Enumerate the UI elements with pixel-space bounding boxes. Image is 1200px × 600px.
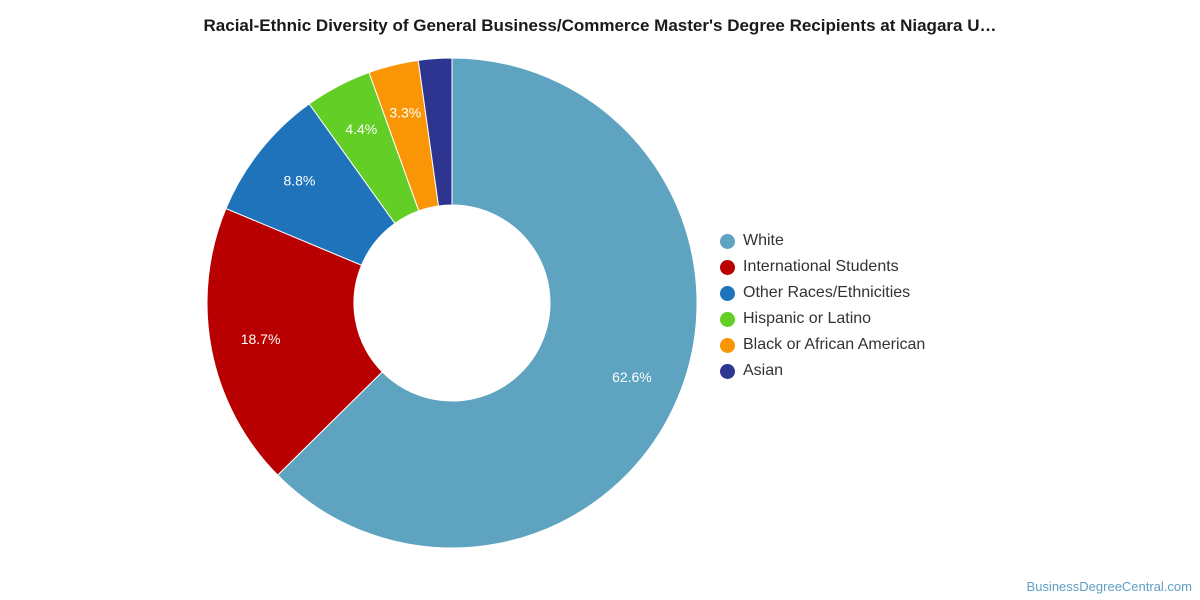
- legend-label: White: [743, 232, 784, 249]
- slice-asian[interactable]: [417, 57, 453, 207]
- legend-label: Other Races/Ethnicities: [743, 284, 911, 301]
- legend-swatch: [720, 233, 735, 249]
- legend-swatch: [720, 363, 735, 379]
- slice-value-label: 8.8%: [283, 172, 315, 188]
- legend-label: Black or African American: [743, 336, 926, 353]
- legend-swatch: [720, 311, 735, 327]
- legend-swatch: [720, 337, 735, 353]
- legend-label: International Students: [743, 258, 899, 275]
- legend-swatch: [720, 259, 735, 275]
- chart-legend: White International Students Other Races…: [720, 228, 925, 384]
- slice-international-students[interactable]: [206, 207, 383, 476]
- legend-item-international-students[interactable]: International Students: [720, 254, 925, 280]
- legend-item-hispanic-or-latino[interactable]: Hispanic or Latino: [720, 306, 925, 332]
- legend-swatch: [720, 285, 735, 301]
- slice-value-label: 62.6%: [612, 369, 652, 385]
- slice-value-label: 18.7%: [241, 331, 281, 347]
- slice-value-label: 3.3%: [389, 104, 421, 120]
- source-credit[interactable]: BusinessDegreeCentral.com: [1026, 579, 1192, 594]
- chart-title: Racial-Ethnic Diversity of General Busin…: [203, 16, 997, 35]
- legend-label: Asian: [743, 362, 784, 379]
- legend-item-asian[interactable]: Asian: [720, 358, 925, 384]
- legend-label: Hispanic or Latino: [743, 310, 872, 327]
- legend-item-other-races[interactable]: Other Races/Ethnicities: [720, 280, 925, 306]
- slice-white[interactable]: [276, 57, 698, 549]
- legend-item-white[interactable]: White: [720, 228, 925, 254]
- legend-item-black-or-african-american[interactable]: Black or African American: [720, 332, 925, 358]
- slice-value-label: 4.4%: [345, 121, 377, 137]
